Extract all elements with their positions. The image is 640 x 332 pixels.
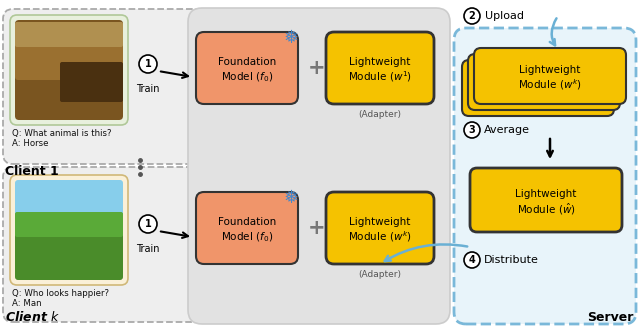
Text: 3: 3 bbox=[468, 125, 476, 135]
FancyBboxPatch shape bbox=[196, 192, 298, 264]
Circle shape bbox=[139, 55, 157, 73]
FancyBboxPatch shape bbox=[15, 22, 123, 80]
Text: Lightweight: Lightweight bbox=[519, 65, 580, 75]
FancyBboxPatch shape bbox=[468, 54, 620, 110]
Text: Server: Server bbox=[587, 311, 633, 324]
Text: Foundation: Foundation bbox=[218, 57, 276, 67]
Text: A: Horse: A: Horse bbox=[12, 139, 49, 148]
Circle shape bbox=[139, 215, 157, 233]
Text: Q: Who looks happier?: Q: Who looks happier? bbox=[12, 289, 109, 298]
Text: Module ($w^k$): Module ($w^k$) bbox=[348, 230, 412, 244]
Text: ❅: ❅ bbox=[284, 189, 299, 207]
Circle shape bbox=[464, 252, 480, 268]
Text: 4: 4 bbox=[468, 255, 476, 265]
Text: 2: 2 bbox=[468, 11, 476, 21]
FancyBboxPatch shape bbox=[15, 20, 123, 120]
Text: Lightweight: Lightweight bbox=[515, 189, 577, 199]
FancyBboxPatch shape bbox=[60, 62, 123, 102]
Text: Q: What animal is this?: Q: What animal is this? bbox=[12, 129, 111, 138]
Text: Client 1: Client 1 bbox=[5, 165, 59, 178]
Text: 1: 1 bbox=[145, 59, 152, 69]
FancyBboxPatch shape bbox=[188, 8, 450, 324]
Text: Module ($w^k$): Module ($w^k$) bbox=[518, 78, 582, 92]
Text: Average: Average bbox=[484, 125, 530, 135]
Text: Module ($w^1$): Module ($w^1$) bbox=[348, 70, 412, 84]
Text: 1: 1 bbox=[145, 219, 152, 229]
FancyBboxPatch shape bbox=[10, 15, 128, 125]
FancyBboxPatch shape bbox=[474, 48, 626, 104]
FancyBboxPatch shape bbox=[326, 192, 434, 264]
FancyBboxPatch shape bbox=[15, 22, 123, 47]
Text: Upload: Upload bbox=[485, 11, 524, 21]
Text: (Adapter): (Adapter) bbox=[358, 270, 401, 279]
FancyBboxPatch shape bbox=[326, 32, 434, 104]
FancyBboxPatch shape bbox=[3, 167, 278, 322]
Text: A: Man: A: Man bbox=[12, 299, 42, 308]
Text: Client $k$: Client $k$ bbox=[5, 310, 60, 324]
Text: Lightweight: Lightweight bbox=[349, 217, 411, 227]
Text: Lightweight: Lightweight bbox=[349, 57, 411, 67]
FancyBboxPatch shape bbox=[3, 9, 278, 164]
Text: Foundation: Foundation bbox=[218, 217, 276, 227]
Text: (Adapter): (Adapter) bbox=[358, 110, 401, 119]
Text: Train: Train bbox=[136, 84, 160, 94]
Text: +: + bbox=[308, 218, 326, 238]
Text: Module ($\hat{w}$): Module ($\hat{w}$) bbox=[516, 201, 575, 217]
Circle shape bbox=[464, 122, 480, 138]
Circle shape bbox=[464, 8, 480, 24]
FancyBboxPatch shape bbox=[470, 168, 622, 232]
FancyBboxPatch shape bbox=[454, 28, 636, 324]
FancyBboxPatch shape bbox=[15, 212, 123, 237]
Text: Model ($f_0$): Model ($f_0$) bbox=[221, 70, 273, 84]
FancyBboxPatch shape bbox=[15, 180, 123, 225]
FancyBboxPatch shape bbox=[15, 215, 123, 280]
Text: Model ($f_0$): Model ($f_0$) bbox=[221, 230, 273, 244]
Text: Train: Train bbox=[136, 244, 160, 254]
FancyBboxPatch shape bbox=[196, 32, 298, 104]
Text: +: + bbox=[308, 58, 326, 78]
FancyBboxPatch shape bbox=[10, 175, 128, 285]
Text: Distribute: Distribute bbox=[484, 255, 539, 265]
Text: ❅: ❅ bbox=[284, 29, 299, 47]
FancyBboxPatch shape bbox=[462, 60, 614, 116]
